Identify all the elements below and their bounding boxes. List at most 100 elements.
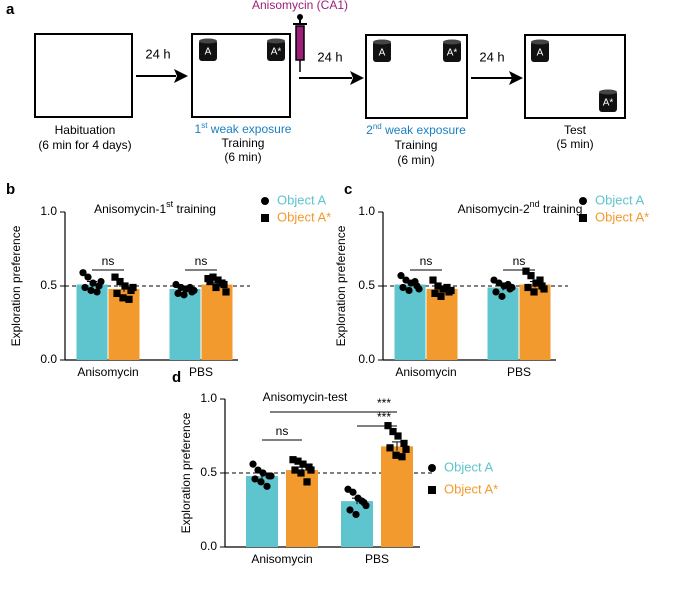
significance-label: *** [377,410,391,424]
data-point [113,289,121,297]
data-point [392,451,400,459]
legend-label: Object A* [277,209,331,224]
title-part: Anisomycin-1 [94,202,166,216]
stage-caption: 1st weak exposure [195,121,292,137]
x-tick-label: PBS [189,365,213,379]
chart: Anisomycin-test Exploration preference 0.0… [179,390,498,566]
data-point [530,288,538,296]
chart-title: Anisomycin-2nd training [458,199,583,216]
interval-label: 24 h [479,49,504,64]
legend-marker [261,214,269,222]
object-label: A* [271,47,282,58]
data-point [536,276,544,284]
object: A* [599,89,617,112]
significance-label: ns [276,424,289,438]
bar [286,470,318,547]
data-point [508,283,516,292]
arrow-head [509,71,523,85]
bar [76,284,108,360]
stage-caption: Training [222,136,265,150]
object: A [373,39,391,62]
arrow-head [174,69,188,83]
data-point [79,269,87,277]
y-axis-label: Exploration preference [9,225,23,346]
data-point [206,277,214,286]
data-point [492,288,500,296]
bar [201,284,233,360]
data-point [397,272,405,280]
legend-marker [428,464,436,472]
stage-caption: (5 min) [556,137,593,151]
title-part: Anisomycin-test [263,390,348,404]
y-tick-label: 0.5 [358,278,375,292]
data-point [259,469,267,477]
title-part: training [540,202,583,216]
significance-label: ns [420,254,433,268]
stage-caption: Test [564,123,587,137]
data-point [400,439,408,447]
stage-caption: (6 min for 4 days) [38,138,131,152]
stage-caption: (6 min) [397,153,434,167]
caption-part: 1 [195,122,202,136]
object-label: A [537,48,544,59]
data-point [249,460,257,468]
object-label: A* [447,48,458,59]
legend-label: Object A [444,459,493,474]
data-point [87,286,95,295]
y-tick-label: 1.0 [358,204,375,218]
drug-label: Anisomycin (CA1) [252,0,348,12]
y-tick-label: 1.0 [200,391,217,405]
data-point [405,286,413,295]
legend-label: Object A [595,192,644,207]
data-point [116,277,124,286]
data-point [399,283,407,292]
data-point [429,276,437,284]
data-point [299,460,307,468]
data-point [291,466,299,474]
caption-sup: st [201,121,208,130]
chart-title: Anisomycin-test [263,390,348,404]
significance-label: ns [102,254,115,268]
data-point [84,273,92,281]
y-tick-label: 1.0 [40,204,57,218]
chart: Anisomycin-2nd training Exploration prefe… [334,192,649,379]
x-tick-label: PBS [507,365,531,379]
arena [365,34,468,119]
bar [169,288,201,360]
data-point [362,501,370,510]
data-point [218,279,226,287]
stage-caption: Training [395,138,438,152]
significance-label: ns [513,254,526,268]
panel-label: d [172,369,181,386]
data-point [289,456,297,464]
object-label: A* [603,98,614,109]
object: A [531,39,549,62]
data-point [174,289,182,297]
bar [381,446,413,547]
object-label: A [379,48,386,59]
data-point [89,279,97,287]
legend-label: Object A [277,192,326,207]
legend-marker [261,197,269,205]
panel-label: b [6,181,15,198]
data-point [121,282,129,290]
significance-label: ns [195,254,208,268]
object: A [199,38,217,61]
data-point [352,510,360,519]
data-point [251,475,259,483]
y-tick-label: 0.0 [358,352,375,366]
data-point [349,488,357,496]
data-point [447,286,455,295]
data-point [303,478,311,486]
data-point [386,444,394,452]
caption-sup: nd [373,122,382,131]
data-point [297,469,305,477]
stage-caption: 2nd weak exposure [366,122,466,138]
data-point [93,288,101,296]
syringe [293,14,307,72]
title-sup: st [166,199,174,209]
bar [519,284,551,360]
arena [191,33,291,118]
object-label: A [205,47,212,58]
panel-label: c [344,181,352,198]
